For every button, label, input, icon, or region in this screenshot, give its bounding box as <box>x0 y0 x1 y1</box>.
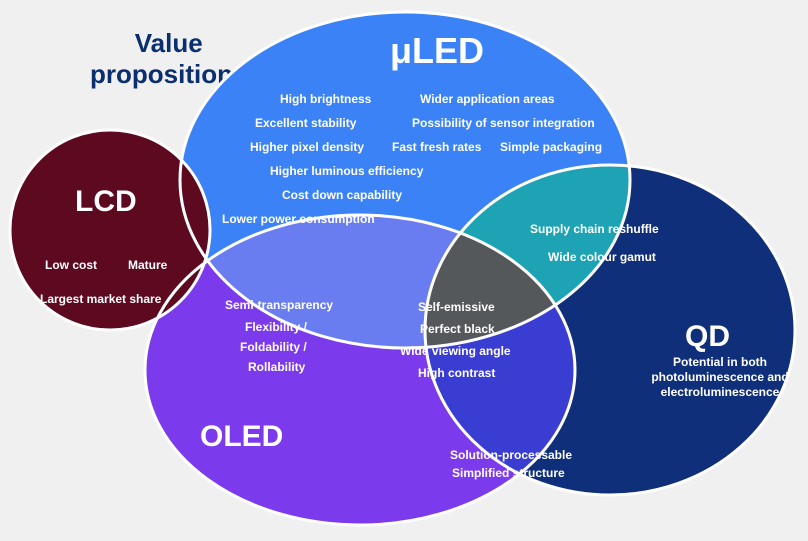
center-prop: High contrast <box>418 366 495 380</box>
lcd-prop: Low cost <box>45 258 97 272</box>
center-prop: Wide viewing angle <box>400 344 511 358</box>
lcd-prop: Mature <box>128 258 167 272</box>
uled-prop: Lower power consumption <box>222 212 375 226</box>
uled-oled-prop: Foldability / <box>240 340 307 354</box>
oled-qd-prop: Simplified structure <box>452 466 565 480</box>
uled-oled-prop: Semi-transparency <box>225 298 333 312</box>
qd-label: QD <box>685 320 730 354</box>
uled-prop: Possibility of sensor integration <box>412 116 595 130</box>
uled-qd-prop: Wide colour gamut <box>548 250 656 264</box>
uled-oled-prop: Rollability <box>248 360 305 374</box>
qd-prop: Potential in both photoluminescence and … <box>650 355 790 400</box>
venn-diagram <box>0 0 808 541</box>
uled-qd-prop: Supply chain reshuffle <box>530 222 659 236</box>
uled-prop: Wider application areas <box>420 92 555 106</box>
uled-prop: Higher pixel density <box>250 140 364 154</box>
uled-oled-prop: Flexibility / <box>245 320 307 334</box>
uled-prop: Higher luminous efficiency <box>270 164 423 178</box>
uled-prop: Simple packaging <box>500 140 602 154</box>
lcd-prop: Largest market share <box>40 292 161 306</box>
uled-prop: Cost down capability <box>282 188 402 202</box>
uled-label: μLED <box>390 30 484 72</box>
uled-prop: High brightness <box>280 92 371 106</box>
center-prop: Self-emissive <box>418 300 495 314</box>
lcd-label: LCD <box>75 185 137 219</box>
oled-qd-prop: Solution-processable <box>450 448 572 462</box>
center-prop: Perfect black <box>420 322 495 336</box>
oled-label: OLED <box>200 420 283 454</box>
uled-prop: Fast fresh rates <box>392 140 481 154</box>
uled-prop: Excellent stability <box>255 116 356 130</box>
